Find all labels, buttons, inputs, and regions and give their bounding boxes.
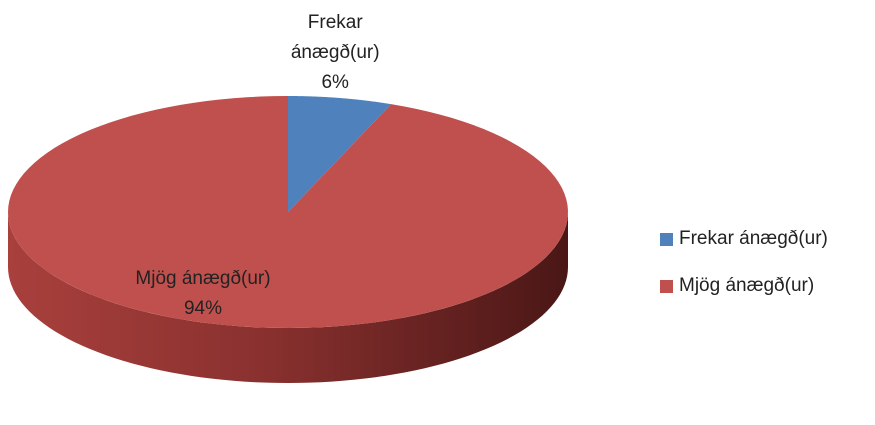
data-label: Frekar ánægð(ur) 6%	[280, 8, 390, 98]
pie-slice	[288, 96, 392, 212]
legend-swatch	[660, 232, 673, 246]
legend-label: Frekar ánægð(ur)	[679, 228, 828, 249]
pie-slice	[8, 96, 568, 328]
legend-label: Mjög ánægð(ur)	[679, 275, 815, 296]
legend-entry: Frekar ánægð(ur)	[660, 228, 828, 250]
legend-entry: Mjög ánægð(ur)	[660, 275, 814, 297]
data-label: Mjög ánægð(ur) 94%	[73, 264, 333, 324]
data-label-value: 94%	[183, 298, 223, 319]
legend-swatch	[660, 279, 673, 293]
data-label-name: Frekar ánægð(ur)	[290, 12, 380, 63]
data-label-value: 6%	[321, 72, 349, 93]
data-label-name: Mjög ánægð(ur)	[135, 268, 271, 289]
pie-slice-side	[8, 212, 568, 383]
